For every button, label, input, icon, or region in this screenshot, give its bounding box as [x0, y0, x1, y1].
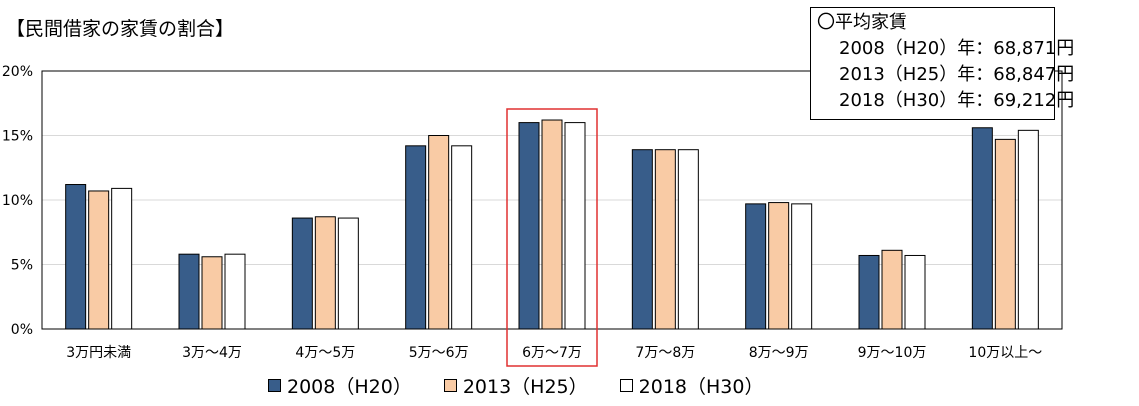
x-tick-label: 9万～10万	[858, 345, 927, 361]
bar	[405, 145, 427, 330]
bar	[178, 253, 200, 330]
chart-title: 【民間借家の家賃の割合】	[6, 18, 235, 40]
bar	[904, 254, 926, 330]
average-rent-header: 〇平均家賃	[817, 12, 907, 33]
bar	[791, 203, 813, 330]
bar	[1017, 129, 1039, 330]
bar	[541, 119, 563, 330]
y-tick-label: 0%	[11, 322, 33, 338]
legend-item-2013: 2013（H25）	[443, 372, 588, 399]
bar	[994, 138, 1016, 330]
x-tick-label: 5万～6万	[409, 345, 469, 361]
x-tick-label: 8万～9万	[749, 345, 809, 361]
x-tick-label: 3万～4万	[182, 345, 242, 361]
average-rent-box: 〇平均家賃 2008（H20）年：68,871円 2013（H25）年：68,8…	[810, 7, 1075, 120]
legend-item-2018: 2018（H30）	[619, 372, 764, 399]
bar	[654, 149, 676, 330]
bar	[971, 127, 993, 330]
bar	[111, 187, 133, 330]
bar	[677, 149, 699, 330]
bar	[314, 216, 336, 330]
bar	[224, 253, 246, 330]
bar	[428, 135, 450, 330]
bar	[291, 217, 313, 330]
average-rent-2018: 2018（H30）年：69,212円	[839, 90, 1075, 111]
x-tick-label: 6万～7万	[522, 345, 582, 361]
bar	[564, 122, 586, 330]
x-tick-label: 10万以上～	[968, 345, 1042, 361]
x-tick-label: 3万円未満	[66, 345, 131, 361]
bar	[881, 249, 903, 330]
x-tick-label: 4万～5万	[295, 345, 355, 361]
x-tick-label: 7万～8万	[635, 345, 695, 361]
bar	[518, 122, 540, 330]
y-tick-label: 5%	[11, 258, 33, 274]
legend-label-2008: 2008（H20）	[287, 375, 412, 398]
legend-swatch-2013	[443, 378, 457, 392]
legend-item-2008: 2008（H20）	[268, 372, 412, 399]
y-tick-label: 10%	[2, 193, 33, 209]
legend-swatch-2018	[619, 378, 633, 392]
y-tick-label: 20%	[2, 64, 33, 80]
bar	[858, 254, 880, 330]
bar	[451, 145, 473, 330]
legend-swatch-2008	[268, 378, 281, 392]
bar	[88, 190, 110, 330]
legend-label-2018: 2018（H30）	[638, 375, 764, 398]
chart-legend: 2008（H20） 2013（H25） 2018（H30）	[268, 371, 795, 399]
bar-chart: 0% 5% 10% 15% 20% 3万円未満 3万～4万 4万～5万 5万～6万 6万～7万 7万…	[2, 64, 1063, 367]
bar	[201, 256, 223, 330]
bar	[768, 202, 790, 330]
average-rent-2013: 2013（H25）年：68,847円	[839, 64, 1075, 85]
y-tick-label: 15%	[2, 129, 33, 145]
bar	[337, 217, 359, 330]
bar	[631, 149, 653, 330]
bar	[65, 184, 87, 330]
legend-label-2013: 2013（H25）	[462, 375, 588, 398]
highlight-box	[506, 108, 598, 367]
average-rent-2008: 2008（H20）年：68,871円	[839, 38, 1075, 59]
bar	[745, 203, 767, 330]
